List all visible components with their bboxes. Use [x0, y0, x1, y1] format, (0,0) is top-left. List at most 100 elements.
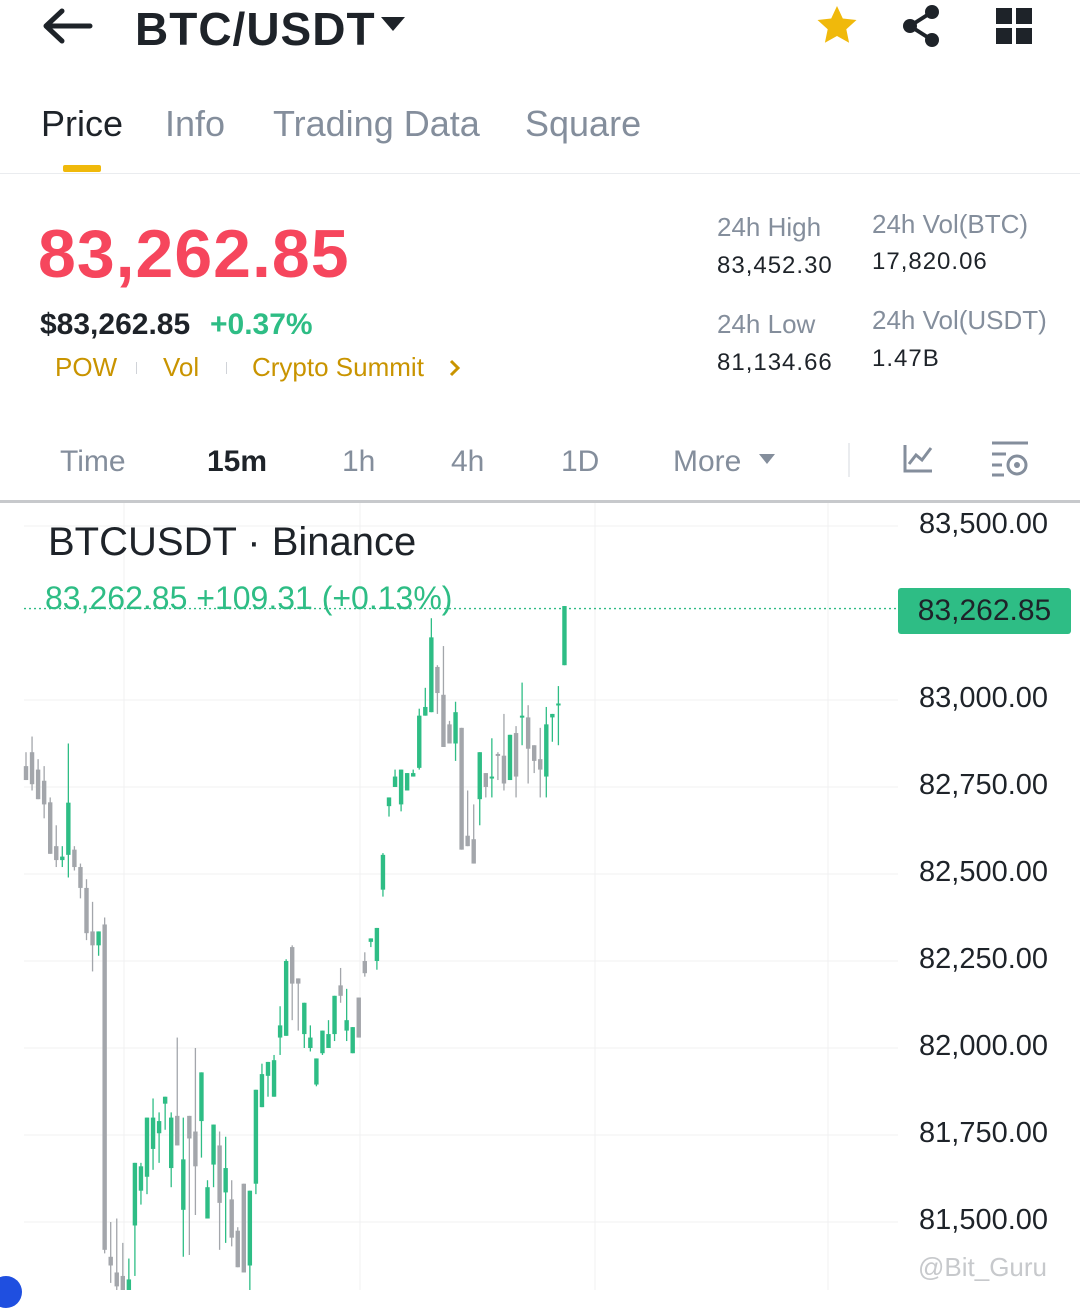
candle: [435, 665, 440, 714]
share-icon[interactable]: [900, 4, 944, 48]
candle: [356, 997, 361, 1038]
chart-ohlc-line: 83,262.85 +109.31 (+0.13%): [45, 580, 453, 616]
candle: [471, 804, 476, 864]
candle: [271, 1054, 277, 1097]
candle: [90, 901, 95, 972]
candle: [525, 705, 531, 784]
candle-body: [513, 733, 519, 777]
candle: [495, 752, 501, 781]
candle: [23, 752, 29, 781]
y-axis-label: 81,500.00: [919, 1204, 1049, 1236]
candle-body: [96, 931, 101, 946]
candle-body: [550, 713, 555, 718]
candle: [66, 743, 71, 878]
tab-square[interactable]: Square: [525, 103, 642, 144]
candle-body: [84, 887, 89, 934]
candle: [344, 988, 349, 1042]
candle: [314, 1058, 319, 1087]
candle: [283, 959, 289, 1036]
candle: [156, 1112, 162, 1163]
candle-body: [525, 717, 531, 749]
grid-icon[interactable]: [994, 6, 1034, 46]
candle-body: [532, 745, 537, 761]
candle-body: [72, 849, 77, 868]
interval-time[interactable]: Time: [60, 445, 126, 478]
candle-body: [271, 1060, 277, 1097]
tab-price[interactable]: Price: [41, 103, 124, 144]
y-axis-label: 82,500.00: [919, 856, 1049, 888]
candle: [54, 825, 59, 868]
y-axis-label: 82,000.00: [919, 1030, 1049, 1062]
tab-info[interactable]: Info: [165, 103, 226, 144]
candle-body: [302, 1002, 307, 1035]
candle-body: [441, 694, 446, 747]
pair-title[interactable]: BTC/USDT: [135, 3, 376, 55]
tag-crypto-summit[interactable]: Crypto Summit: [252, 352, 424, 382]
candle-body: [447, 724, 452, 744]
candle-body: [175, 1115, 180, 1146]
star-icon[interactable]: [815, 4, 859, 48]
y-axis-label: 83,000.00: [919, 682, 1049, 714]
candle-body: [495, 753, 501, 756]
interval-1h[interactable]: 1h: [342, 445, 376, 478]
candle-body: [162, 1096, 168, 1104]
candle: [332, 995, 337, 1042]
candle: [423, 687, 428, 716]
candle: [108, 1222, 113, 1283]
candle: [187, 1115, 192, 1256]
candle-body: [120, 1275, 125, 1290]
caret-down-icon[interactable]: [380, 16, 406, 32]
tab-trading-data[interactable]: Trading Data: [273, 103, 480, 144]
candle-body: [356, 997, 361, 1038]
vol-btc-label: 24h Vol(BTC): [872, 209, 1029, 239]
candle-body: [114, 1272, 119, 1287]
candle-body: [320, 1030, 325, 1054]
candle: [362, 952, 367, 977]
interval-more[interactable]: More: [673, 445, 742, 478]
candle-body: [465, 835, 470, 847]
candle-body: [386, 797, 392, 807]
arrow-left-icon[interactable]: [40, 6, 94, 46]
candle: [217, 1131, 222, 1250]
indicator-chart-icon[interactable]: [902, 442, 934, 474]
interval-4h[interactable]: 4h: [451, 445, 485, 478]
candle: [392, 769, 398, 787]
low-24h-label: 24h Low: [717, 309, 816, 339]
candle-body: [538, 759, 543, 770]
candle: [338, 967, 343, 1003]
candle-body: [314, 1058, 319, 1085]
candle-body: [90, 931, 95, 946]
candle-body: [241, 1183, 246, 1273]
candle: [507, 734, 513, 781]
candle-body: [132, 1162, 138, 1226]
chevron-right-icon[interactable]: [448, 358, 462, 378]
chart-symbol-title: BTCUSDT · Binance: [48, 520, 417, 564]
candle: [144, 1117, 150, 1195]
candle-body: [417, 715, 422, 768]
candle-body: [211, 1124, 216, 1165]
caret-down-icon[interactable]: [758, 453, 776, 465]
candle-body: [150, 1117, 156, 1149]
candle-body: [66, 802, 71, 855]
candle-body: [501, 755, 507, 784]
tag-vol[interactable]: Vol: [163, 352, 200, 382]
interval-1d[interactable]: 1D: [561, 445, 600, 478]
candle: [556, 686, 561, 746]
candle: [169, 1112, 174, 1188]
candle: [308, 1025, 313, 1052]
candle-body: [156, 1121, 162, 1134]
candle: [302, 1002, 307, 1048]
interval-15m[interactable]: 15m: [207, 445, 268, 478]
candle-body: [423, 706, 428, 716]
candlestick-chart[interactable]: [0, 503, 1080, 1290]
candle-body: [235, 1230, 240, 1268]
candle-body: [187, 1115, 192, 1139]
candle-body: [29, 752, 35, 785]
tag-pow[interactable]: POW: [55, 352, 118, 382]
chart-settings-icon[interactable]: [990, 440, 1030, 478]
candle-body: [411, 773, 416, 777]
candle: [374, 927, 380, 970]
section-tabs: Price Info Trading Data Square: [0, 95, 1080, 174]
candle: [483, 773, 488, 798]
candle: [60, 846, 65, 868]
